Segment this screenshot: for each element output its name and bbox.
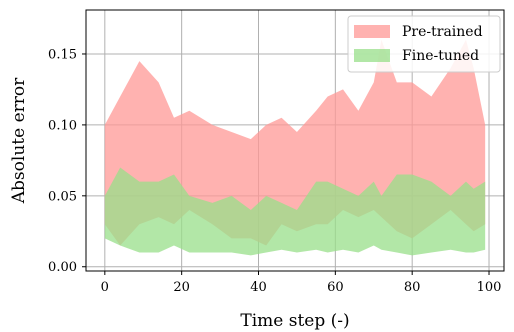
x-tick-label: 60 [327, 280, 344, 295]
series-area-fine-tuned [104, 167, 486, 256]
legend-label-pre-trained: Pre-trained [402, 24, 483, 40]
x-tick-label: 80 [404, 280, 421, 295]
legend-swatch-pre-trained [354, 25, 390, 38]
x-tick-label: 20 [173, 280, 190, 295]
series-areas [104, 39, 486, 256]
legend-label-fine-tuned: Fine-tuned [402, 48, 479, 64]
x-tick-label: 0 [101, 280, 109, 295]
ticks: 0 20 40 60 80 100 0.00 0.05 0.10 0.15 [48, 47, 501, 295]
y-tick-label: 0.15 [48, 47, 77, 62]
y-tick-label: 0.00 [48, 260, 77, 275]
legend: Pre-trained Fine-tuned [347, 15, 501, 73]
x-axis-label: Time step (-) [240, 311, 349, 331]
x-tick-label: 40 [250, 280, 267, 295]
legend-swatch-fine-tuned [354, 49, 390, 62]
plot-frame [85, 9, 505, 272]
x-tick-label: 100 [477, 280, 502, 295]
y-tick-label: 0.10 [48, 118, 77, 133]
y-tick-label: 0.05 [48, 189, 77, 204]
y-axis-label: Absolute error [9, 77, 29, 204]
